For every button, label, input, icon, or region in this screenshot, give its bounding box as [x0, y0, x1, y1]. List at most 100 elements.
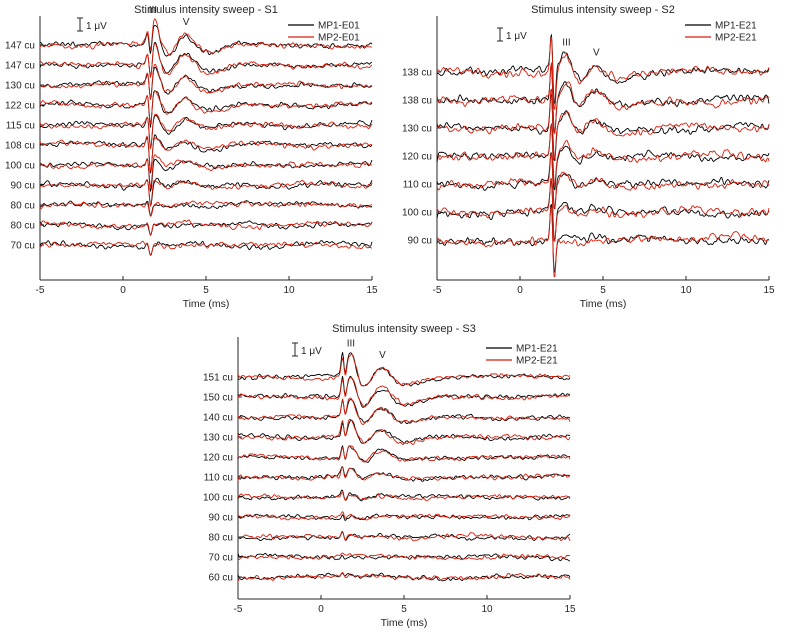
waveform-trace-s3-row8-mp1	[238, 531, 571, 542]
scale-bar-label: 1 μV	[86, 21, 107, 32]
legend-label-mp1: MP1-E21	[715, 21, 757, 32]
y-tick-label: 138 cu	[402, 96, 432, 107]
waveform-trace-s1-row5-mp2	[39, 135, 373, 172]
waveform-trace-s3-row0-mp1	[237, 351, 571, 387]
wave-label-v: V	[593, 47, 600, 58]
waveform-trace-s3-row3-mp1	[237, 419, 571, 444]
wave-label-v: V	[183, 17, 190, 28]
waveform-trace-s2-row6-mp1	[436, 204, 770, 273]
waveform-trace-s1-row6-mp2	[39, 154, 373, 188]
y-tick-label: 130 cu	[402, 124, 432, 135]
waveform-trace-s1-row7-mp1	[39, 177, 373, 206]
wave-label-iii: III	[562, 38, 570, 49]
waveform-trace-s2-row1-mp1	[436, 65, 770, 134]
scale-bar-label: 1 μV	[301, 346, 322, 357]
x-tick-label: 10	[283, 285, 295, 296]
waveform-trace-s3-row1-mp2	[237, 377, 571, 408]
waveform-trace-s1-row6-mp1	[39, 158, 373, 192]
chart-title-s2: Stimulus intensity sweep - S2	[531, 4, 675, 16]
waveform-trace-s2-row5-mp2	[436, 178, 770, 242]
y-tick-label: 70 cu	[11, 241, 35, 252]
waveform-trace-s3-row5-mp2	[237, 466, 571, 481]
y-tick-label: 60 cu	[209, 573, 233, 584]
waveform-trace-s3-row0-mp2	[237, 353, 571, 387]
waveform-trace-s1-row1-mp1	[39, 41, 373, 78]
x-tick-label: 5	[203, 285, 209, 296]
x-tick-label: 0	[318, 604, 324, 615]
x-axis-label: Time (ms)	[183, 298, 230, 310]
waveform-trace-s1-row0-mp1	[39, 24, 373, 57]
y-tick-label: 108 cu	[5, 141, 35, 152]
waveform-trace-s3-row9-mp1	[237, 552, 571, 562]
legend-label-mp1: MP1-E21	[516, 344, 558, 355]
y-tick-label: 147 cu	[5, 61, 35, 72]
scale-bar	[292, 342, 298, 357]
y-tick-label: 70 cu	[209, 553, 233, 564]
waveform-trace-s1-row9-mp2	[39, 219, 373, 236]
y-tick-label: 80 cu	[11, 201, 35, 212]
waveform-trace-s2-row0-mp2	[436, 36, 770, 110]
waveform-trace-s3-row3-mp2	[237, 418, 571, 445]
y-tick-label: 130 cu	[203, 433, 233, 444]
y-tick-label: 90 cu	[209, 513, 233, 524]
y-tick-label: 115 cu	[6, 121, 35, 132]
waveform-trace-s2-row1-mp2	[436, 62, 770, 134]
wave-label-v: V	[379, 350, 386, 361]
y-tick-label: 120 cu	[402, 152, 432, 163]
x-tick-label: 5	[600, 285, 606, 296]
y-tick-label: 80 cu	[209, 533, 233, 544]
x-tick-label: 15	[763, 285, 775, 296]
waveform-trace-s2-row5-mp1	[436, 180, 770, 242]
y-tick-label: 90 cu	[408, 236, 432, 247]
x-tick-label: 5	[401, 604, 407, 615]
waveform-trace-s1-row10-mp2	[39, 240, 373, 256]
y-tick-label: 100 cu	[203, 493, 233, 504]
waveform-trace-s2-row0-mp1	[436, 34, 770, 104]
x-tick-label: 10	[680, 285, 692, 296]
y-tick-label: 120 cu	[203, 453, 233, 464]
x-tick-label: 15	[564, 604, 576, 615]
y-tick-label: 150 cu	[203, 393, 233, 404]
waveform-trace-s3-row8-mp2	[237, 531, 571, 542]
y-tick-label: 151 cu	[203, 373, 233, 384]
waveform-trace-s3-row4-mp2	[237, 445, 571, 463]
waveform-trace-s1-row3-mp1	[39, 90, 373, 128]
waveform-trace-s1-row7-mp2	[39, 179, 373, 207]
chart-title-s3: Stimulus intensity sweep - S3	[332, 323, 476, 335]
waveform-trace-s3-row10-mp2	[237, 571, 571, 582]
legend-label-mp2: MP2-E21	[516, 356, 558, 367]
y-tick-label: 138 cu	[402, 68, 432, 79]
waveform-trace-s1-row2-mp1	[39, 66, 373, 100]
waveform-trace-s1-row0-mp2	[39, 18, 373, 56]
y-tick-label: 100 cu	[402, 208, 432, 219]
y-tick-label: 110 cu	[403, 180, 432, 191]
waveform-trace-s2-row6-mp2	[436, 206, 770, 278]
scale-bar	[77, 17, 83, 32]
waveform-trace-s1-row5-mp1	[39, 134, 373, 174]
y-tick-label: 140 cu	[203, 413, 233, 424]
x-tick-label: 0	[120, 285, 126, 296]
scale-bar-label: 1 μV	[506, 31, 527, 42]
y-tick-label: 147 cu	[5, 41, 35, 52]
waveform-trace-s1-row3-mp2	[39, 90, 373, 125]
legend-label-mp2: MP2-E21	[715, 33, 757, 44]
x-tick-label: 0	[517, 285, 523, 296]
waveform-trace-s2-row4-mp2	[436, 152, 770, 209]
chart-title-s1: Stimulus intensity sweep - S1	[134, 4, 278, 16]
waveform-trace-s1-row8-mp2	[40, 200, 373, 217]
y-tick-label: 122 cu	[5, 101, 35, 112]
waveform-trace-s3-row2-mp1	[237, 399, 571, 424]
waveform-trace-s1-row2-mp2	[39, 64, 373, 100]
legend-label-mp2: MP2-E01	[318, 33, 360, 44]
waveform-trace-s2-row3-mp1	[436, 123, 770, 191]
waveform-trace-s3-row7-mp2	[237, 511, 571, 521]
scale-bar	[497, 27, 503, 42]
waveform-trace-s3-row6-mp2	[237, 492, 571, 502]
wave-label-iii: III	[347, 338, 355, 349]
x-axis-label: Time (ms)	[381, 617, 428, 629]
y-tick-label: 90 cu	[11, 181, 35, 192]
waveform-trace-s2-row2-mp2	[436, 88, 770, 160]
chart-panel-s3: Stimulus intensity sweep - S3 -5 0 5 10 15 Tim…	[203, 323, 576, 629]
waveform-trace-s1-row4-mp2	[39, 113, 373, 150]
